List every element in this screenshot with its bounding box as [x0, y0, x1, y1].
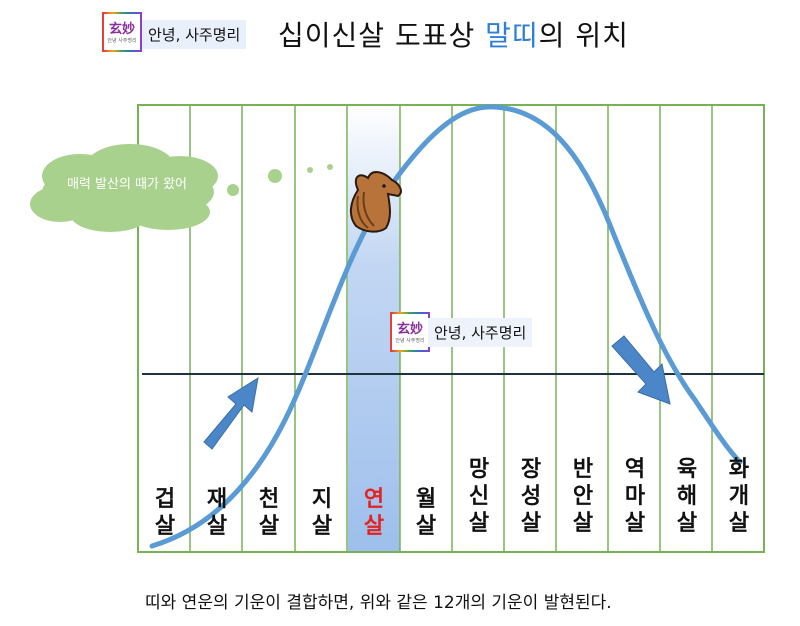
column-label-char: 살: [363, 514, 385, 539]
column-label-char: 살: [624, 511, 646, 536]
horse-head-icon: [350, 171, 402, 233]
column-label-char: 살: [728, 511, 750, 536]
column-label-char: 망: [468, 457, 490, 482]
column-label-char: 월: [415, 487, 437, 512]
column-label: 지 살: [296, 486, 348, 540]
column-label-char: 지: [311, 487, 333, 512]
column-label-char: 살: [206, 514, 228, 539]
brand-label: 안녕, 사주명리: [142, 20, 247, 49]
column-label-highlighted: 연 살: [348, 486, 400, 540]
watermark-brand: 안녕, 사주명리: [428, 318, 533, 347]
thought-cloud: [30, 144, 333, 232]
column-label-char: 재: [206, 487, 228, 512]
column-label-char: 신: [468, 484, 490, 509]
column-label-char: 성: [520, 484, 542, 509]
title-suffix: 의 위치: [538, 19, 629, 52]
brand-logo: 玄妙 안녕 사주명리: [102, 12, 142, 52]
watermark-logo-hanja: 玄妙: [396, 322, 423, 337]
column-label-char: 살: [415, 514, 437, 539]
title-highlight: 말띠: [485, 19, 539, 52]
watermark-logo-small-text: 안녕 사주명리: [395, 338, 425, 344]
column-label-char: 겁: [154, 487, 176, 512]
logo-hanja: 玄妙: [108, 22, 135, 37]
column-label-char: 역: [624, 457, 646, 482]
header: 玄妙 안녕 사주명리 안녕, 사주명리 십이신살 도표상 말띠의 위치: [102, 12, 722, 52]
rising-arrow: [203, 376, 259, 450]
column-label-char: 안: [572, 484, 594, 509]
column-label: 장 성 살: [505, 456, 557, 537]
logo-small-text: 안녕 사주명리: [107, 38, 137, 44]
column-label-char: 살: [572, 511, 594, 536]
column-label: 월 살: [400, 486, 452, 540]
column-label-char: 살: [468, 511, 490, 536]
watermark-logo: 玄妙 안녕 사주명리: [390, 312, 430, 352]
column-label-char: 연: [363, 487, 385, 512]
column-label-char: 살: [258, 514, 280, 539]
cloud-text: 매력 발산의 때가 왔어: [66, 177, 188, 192]
grid-lines: [189, 105, 713, 552]
column-label: 육 해 살: [661, 456, 713, 537]
falling-arrow: [611, 335, 671, 405]
column-label: 천 살: [243, 486, 295, 540]
column-label-char: 마: [624, 484, 646, 509]
column-label: 역 마 살: [609, 456, 661, 537]
page-title: 십이신살 도표상 말띠의 위치: [278, 14, 629, 54]
column-label: 반 안 살: [557, 456, 609, 537]
column-label-char: 살: [311, 514, 333, 539]
column-label-char: 개: [728, 484, 750, 509]
column-label: 재 살: [191, 486, 243, 540]
column-label-char: 천: [258, 487, 280, 512]
column-label-char: 화: [728, 457, 750, 482]
column-label-char: 살: [154, 514, 176, 539]
grid-frame: [137, 104, 765, 553]
column-label-char: 살: [676, 511, 698, 536]
column-label: 망 신 살: [453, 456, 505, 537]
column-label-char: 반: [572, 457, 594, 482]
title-prefix: 십이신살 도표상: [278, 19, 486, 52]
caption: 띠와 연운의 기운이 결합하면, 위와 같은 12개의 기운이 발현된다.: [145, 593, 612, 613]
column-label: 겁 살: [139, 486, 191, 540]
column-label-char: 장: [520, 457, 542, 482]
column-label: 화 개 살: [713, 456, 765, 537]
energy-curve: [149, 104, 743, 549]
column-label-char: 육: [676, 457, 698, 482]
column-label-char: 해: [676, 484, 698, 509]
column-label-char: 살: [520, 511, 542, 536]
